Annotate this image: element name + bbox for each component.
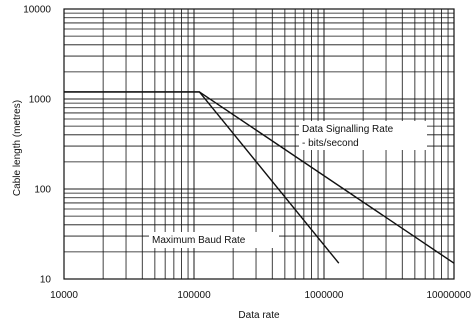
y-axis-label: Cable length (metres) [12,100,23,196]
series-maximum-baud-rate [64,91,340,264]
x-tick-label: 10000000 [427,290,471,301]
annotation-signalling-line1: Data Signalling Rate [302,124,394,135]
annotation-baud-line1: Maximum Baud Rate [152,235,246,246]
x-tick-label: 100000 [177,290,211,301]
annotations: Data Signalling Rate - bits/second Maxim… [149,121,427,248]
x-tick-label: 1000000 [305,290,344,301]
x-axis-label: Data rate [238,310,280,321]
y-tick-label: 10000 [23,5,51,16]
annotation-box-signalling [299,121,427,150]
y-tick-label: 1000 [29,95,52,106]
series-lines [64,91,455,264]
annotation-box-baud [149,232,279,248]
y-tick-label: 10 [40,275,52,286]
plot-frame [63,8,455,280]
annotation-signalling-line2: - bits/second [302,138,359,149]
y-tick-label: 100 [34,185,51,196]
tick-labels: 10000 100000 1000000 10000000 10 100 1000 10000 [23,5,471,302]
x-tick-label: 10000 [50,290,78,301]
